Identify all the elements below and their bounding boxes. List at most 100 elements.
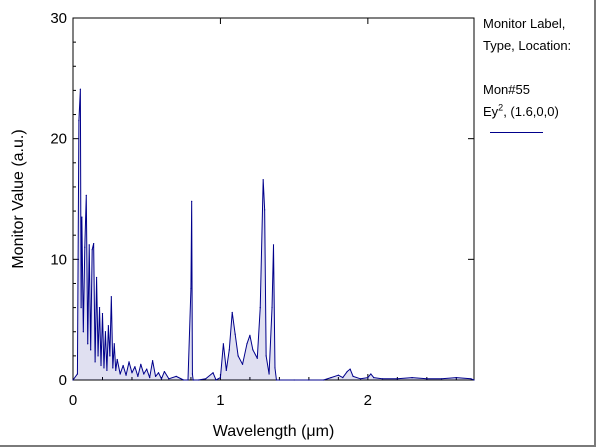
data-point bbox=[160, 378, 163, 380]
data-point bbox=[134, 366, 136, 368]
data-point bbox=[370, 373, 372, 375]
data-point bbox=[231, 311, 233, 314]
data-point bbox=[411, 376, 413, 379]
data-point bbox=[473, 379, 475, 381]
legend-line-swatch bbox=[490, 132, 543, 133]
data-point bbox=[268, 373, 270, 375]
data-point bbox=[237, 355, 239, 357]
data-point bbox=[154, 375, 157, 377]
data-point bbox=[93, 243, 95, 245]
data-point bbox=[252, 349, 254, 351]
data-point bbox=[84, 246, 86, 248]
data-point bbox=[212, 372, 214, 374]
data-point bbox=[95, 276, 98, 279]
series-layer bbox=[72, 88, 475, 381]
data-point bbox=[79, 88, 81, 90]
data-point bbox=[128, 361, 130, 363]
data-point bbox=[187, 379, 189, 381]
data-point bbox=[82, 331, 84, 333]
data-point bbox=[109, 355, 111, 357]
data-point bbox=[323, 379, 325, 381]
data-point bbox=[264, 209, 266, 211]
data-point bbox=[88, 244, 90, 246]
data-point bbox=[182, 379, 185, 381]
data-point bbox=[256, 357, 258, 359]
data-point bbox=[271, 307, 273, 309]
data-point bbox=[241, 363, 244, 365]
data-point bbox=[293, 379, 295, 381]
data-point bbox=[90, 349, 92, 351]
data-point bbox=[215, 379, 217, 381]
data-point bbox=[91, 249, 93, 251]
data-point bbox=[275, 379, 278, 381]
data-point bbox=[259, 307, 261, 309]
data-point bbox=[101, 313, 104, 315]
data-point bbox=[225, 369, 227, 371]
data-point bbox=[191, 373, 194, 375]
y-tick-label: 0 bbox=[59, 372, 67, 389]
legend-spacer bbox=[483, 57, 571, 79]
data-point bbox=[382, 378, 384, 380]
data-point bbox=[337, 374, 339, 376]
data-point bbox=[272, 244, 275, 246]
data-point bbox=[146, 368, 148, 370]
data-point bbox=[168, 378, 170, 380]
y-tick-label: 10 bbox=[50, 251, 67, 268]
series-line bbox=[72, 88, 475, 381]
data-point bbox=[97, 355, 99, 357]
series-fill bbox=[73, 89, 474, 380]
y-axis-ticks: 0 10 20 30 bbox=[50, 10, 474, 389]
data-point bbox=[349, 368, 351, 370]
data-point bbox=[246, 343, 248, 345]
data-point bbox=[352, 375, 354, 377]
data-point bbox=[107, 325, 109, 327]
data-point bbox=[234, 333, 236, 335]
data-point bbox=[157, 372, 160, 374]
x-tick-label: 1 bbox=[216, 392, 224, 409]
data-point bbox=[81, 216, 83, 218]
x-tick-label: 0 bbox=[69, 392, 77, 409]
data-point bbox=[112, 367, 114, 369]
data-point bbox=[85, 194, 87, 196]
data-point bbox=[76, 373, 79, 375]
data-point bbox=[115, 369, 117, 371]
data-point bbox=[278, 379, 280, 381]
data-point bbox=[193, 379, 195, 381]
data-point bbox=[222, 343, 224, 345]
x-axis-ticks: 0 1 2 bbox=[69, 18, 457, 409]
data-point bbox=[125, 374, 127, 376]
data-point bbox=[262, 179, 264, 181]
data-point bbox=[396, 378, 398, 380]
data-point bbox=[440, 378, 443, 380]
data-point bbox=[205, 378, 207, 380]
y-tick-label: 20 bbox=[50, 131, 67, 148]
data-point bbox=[100, 364, 102, 367]
data-point bbox=[143, 373, 145, 375]
data-point bbox=[470, 378, 472, 380]
data-point bbox=[94, 361, 96, 363]
data-point bbox=[140, 363, 142, 365]
legend: Monitor Label, Type, Location: Mon#55 Ey… bbox=[483, 13, 571, 123]
data-point bbox=[455, 376, 457, 379]
data-point bbox=[367, 376, 369, 379]
data-point bbox=[110, 296, 112, 298]
legend-location: , (1.6,0,0) bbox=[503, 104, 559, 119]
data-point bbox=[119, 373, 121, 375]
data-point bbox=[149, 376, 151, 379]
data-point bbox=[78, 119, 80, 122]
data-point bbox=[191, 200, 193, 203]
y-axis-title: Monitor Value (a.u.) bbox=[10, 129, 27, 268]
data-point bbox=[175, 375, 177, 377]
x-tick-label: 2 bbox=[364, 392, 372, 409]
data-point bbox=[265, 355, 267, 357]
data-point bbox=[163, 370, 165, 373]
data-point bbox=[137, 375, 139, 377]
data-point bbox=[197, 379, 199, 381]
data-point bbox=[80, 307, 82, 309]
data-point bbox=[72, 379, 74, 381]
data-point bbox=[152, 360, 154, 362]
data-point bbox=[113, 343, 115, 345]
data-point bbox=[426, 378, 428, 380]
